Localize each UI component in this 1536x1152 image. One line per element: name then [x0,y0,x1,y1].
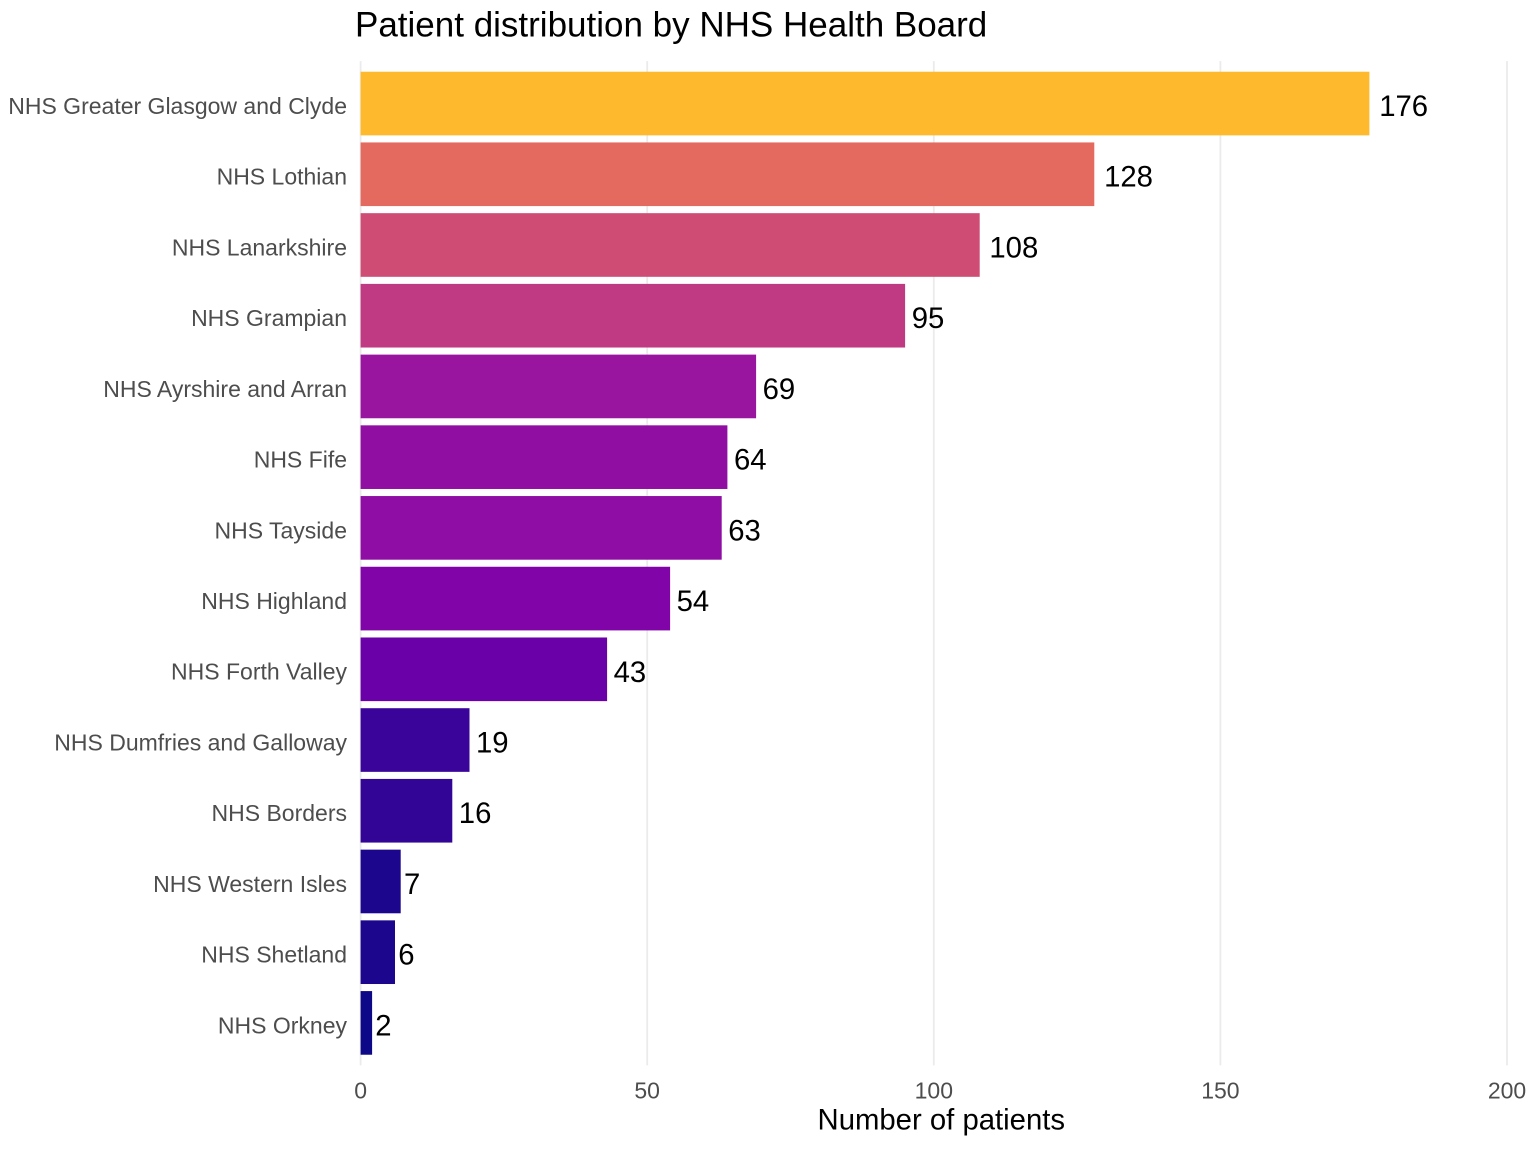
svg-text:NHS Dumfries and Galloway: NHS Dumfries and Galloway [54,729,347,755]
svg-text:Patient distribution by NHS He: Patient distribution by NHS Health Board [355,6,987,45]
svg-text:16: 16 [459,797,492,830]
svg-text:6: 6 [398,939,414,972]
svg-text:0: 0 [354,1078,367,1104]
svg-text:176: 176 [1379,90,1428,123]
svg-text:NHS Highland: NHS Highland [201,588,347,614]
svg-text:NHS Lothian: NHS Lothian [217,164,347,190]
svg-text:50: 50 [634,1078,660,1104]
svg-text:200: 200 [1488,1078,1526,1104]
svg-text:NHS Orkney: NHS Orkney [218,1012,348,1038]
svg-text:128: 128 [1104,161,1153,194]
svg-text:100: 100 [915,1078,953,1104]
svg-text:54: 54 [677,585,710,618]
svg-text:150: 150 [1201,1078,1239,1104]
svg-text:NHS Lanarkshire: NHS Lanarkshire [172,234,347,260]
svg-text:NHS Shetland: NHS Shetland [201,942,347,968]
svg-text:19: 19 [476,727,509,760]
svg-text:108: 108 [989,231,1038,264]
svg-text:43: 43 [614,656,647,689]
svg-text:69: 69 [763,373,796,406]
svg-text:Number of patients: Number of patients [818,1103,1066,1136]
svg-text:NHS Forth Valley: NHS Forth Valley [171,659,347,685]
svg-text:NHS Fife: NHS Fife [254,447,347,473]
svg-text:NHS Grampian: NHS Grampian [191,305,347,331]
svg-text:64: 64 [734,444,767,477]
svg-text:95: 95 [912,302,945,335]
svg-text:2: 2 [375,1009,391,1042]
svg-text:NHS Borders: NHS Borders [212,800,347,826]
svg-text:NHS Western Isles: NHS Western Isles [153,871,347,897]
svg-text:63: 63 [728,514,761,547]
svg-text:NHS Ayrshire and Arran: NHS Ayrshire and Arran [103,376,347,402]
svg-text:NHS Tayside: NHS Tayside [214,517,347,543]
svg-text:7: 7 [404,868,420,901]
svg-text:NHS Greater Glasgow and Clyde: NHS Greater Glasgow and Clyde [8,93,347,119]
